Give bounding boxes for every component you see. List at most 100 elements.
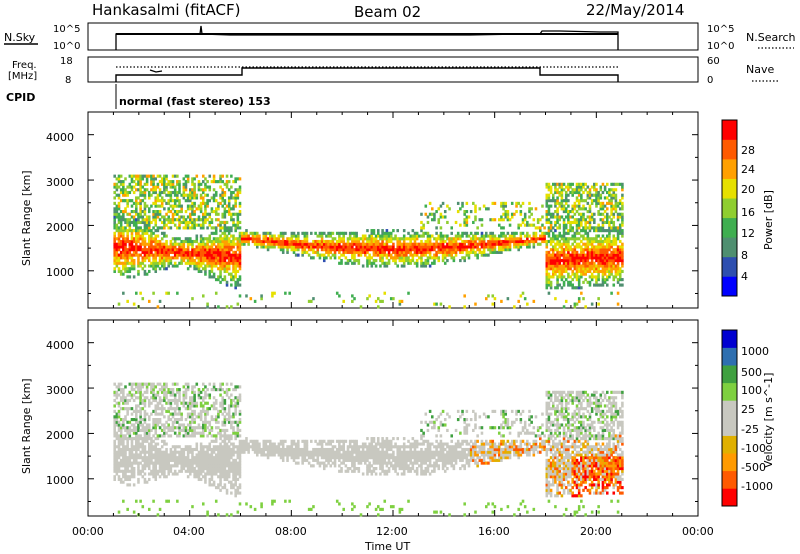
power-cell (199, 239, 203, 244)
power-cell (234, 286, 237, 290)
velocity-cell (221, 467, 224, 471)
power-cell (567, 267, 570, 271)
velocity-cell (204, 445, 207, 449)
power-cell (567, 193, 570, 197)
power-cell (595, 196, 598, 200)
velocity-cell (232, 426, 235, 430)
power-cell (150, 220, 153, 225)
power-cell (616, 231, 620, 235)
power-cell (500, 204, 503, 208)
velocity-cell (139, 499, 142, 503)
power-cell (545, 201, 549, 205)
power-cell (184, 193, 188, 197)
velocity-cell (137, 428, 140, 433)
power-cell (163, 248, 166, 252)
velocity-cell (191, 450, 194, 454)
power-cell (223, 261, 227, 265)
velocity-cell (184, 426, 188, 430)
power-cell (402, 248, 406, 252)
power-cell (534, 231, 538, 235)
power-cell (558, 256, 562, 260)
power-cell (338, 294, 341, 298)
velocity-cell (219, 428, 222, 433)
power-cell (402, 253, 406, 257)
power-cell (586, 250, 590, 254)
power-cell (167, 199, 170, 203)
power-cell (379, 256, 382, 260)
power-cell (558, 250, 562, 254)
velocity-cell (117, 423, 121, 427)
power-cell (480, 234, 484, 238)
power-cell (236, 226, 240, 230)
power-cell (243, 242, 246, 246)
power-cell (593, 185, 596, 189)
power-cell (433, 212, 436, 216)
velocity-cell (186, 382, 190, 386)
power-cell (610, 193, 613, 197)
power-cell (519, 242, 523, 246)
velocity-cell (147, 382, 151, 386)
power-cell (245, 231, 248, 235)
velocity-cell (240, 442, 244, 446)
power-cell (491, 231, 495, 235)
velocity-cell (158, 461, 162, 465)
velocity-cell (195, 453, 199, 457)
power-cell (595, 264, 598, 268)
power-cell (115, 264, 119, 268)
power-cell (500, 226, 503, 230)
power-cell (122, 245, 125, 249)
power-cell (208, 215, 212, 219)
velocity-cell (191, 467, 194, 471)
power-cell (294, 253, 298, 257)
power-cell (569, 185, 572, 189)
velocity-cell (212, 447, 216, 452)
velocity-cell (122, 388, 125, 392)
velocity-cell (137, 442, 140, 446)
velocity-cell (238, 412, 242, 416)
power-cell (346, 248, 350, 252)
power-cell (236, 242, 240, 246)
power-cell (219, 272, 222, 276)
power-cell (558, 239, 562, 244)
power-cell (437, 218, 441, 222)
power-cell (201, 212, 205, 216)
velocity-cell (130, 393, 134, 397)
power-cell (586, 231, 590, 235)
power-cell (621, 253, 624, 257)
power-cell (567, 199, 570, 203)
velocity-cell (115, 415, 119, 419)
power-cell (586, 226, 590, 230)
velocity-cell (165, 390, 168, 394)
velocity-cell (128, 447, 132, 452)
velocity-cell (130, 437, 134, 441)
power-cell (208, 259, 212, 263)
power-cell (456, 248, 460, 252)
power-cell (437, 207, 441, 211)
power-cell (435, 237, 438, 241)
power-cell (554, 182, 557, 186)
power-cell (618, 248, 622, 252)
velocity-cell (135, 456, 138, 460)
power-cell (370, 237, 374, 241)
velocity-cell (141, 437, 145, 441)
power-cell (374, 242, 378, 246)
power-cell (165, 256, 168, 260)
power-cell (595, 229, 598, 233)
velocity-cell (258, 445, 261, 449)
velocity-cell (206, 510, 209, 514)
velocity-cell (197, 472, 201, 476)
power-cell (238, 278, 242, 282)
power-cell (588, 264, 592, 268)
power-cell (476, 248, 479, 252)
power-cell (208, 275, 212, 279)
velocity-cell (156, 393, 160, 397)
power-cell (268, 239, 272, 244)
velocity-cell (219, 461, 222, 465)
power-cell (217, 180, 220, 184)
velocity-cell (171, 393, 175, 397)
power-cell (165, 242, 168, 246)
power-cell (603, 245, 607, 249)
power-cell (234, 264, 237, 268)
power-cell (182, 242, 186, 246)
power-cell (577, 193, 581, 197)
